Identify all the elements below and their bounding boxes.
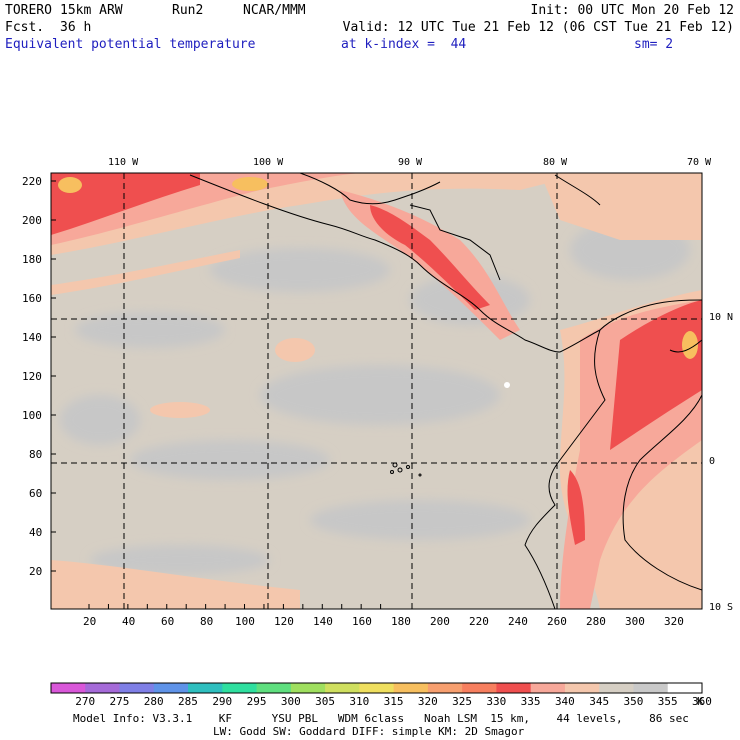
plot-frame (50, 172, 703, 610)
model-resolution: 15km ARW (60, 3, 123, 18)
y-tick-label: 220 (22, 175, 42, 188)
colorbar-label: 270 (75, 695, 96, 708)
y-tick-label: 180 (22, 253, 42, 266)
colorbar-label: 300 (280, 695, 301, 708)
x-tick-label: 200 (430, 615, 450, 628)
x-tick-marks (88, 604, 382, 609)
orange-specks (58, 177, 698, 359)
model-run: Run2 (172, 3, 204, 18)
x-tick-label: 320 (664, 615, 684, 628)
lat-label: 10 N (709, 312, 734, 323)
model-org: NCAR/MMM (243, 3, 306, 18)
colorbar-label: 325 (452, 695, 473, 708)
y-tick-label: 80 (29, 448, 43, 461)
red-areas (51, 173, 702, 545)
colorbar-label: 280 (143, 695, 164, 708)
x-tick-label: 280 (586, 615, 606, 628)
lat-label: 10 S (709, 602, 734, 613)
physics-info: LW: Godd SW: Goddard DIFF: simple KM: 2D… (213, 725, 525, 738)
x-tick-label: 220 (469, 615, 489, 628)
colorbar-label: 330 (486, 695, 507, 708)
model-info: Model Info: V3.3.1 KF YSU PBL WDM 6class… (73, 712, 689, 725)
x-tick-label: 100 (235, 615, 255, 628)
field-level: at k-index = 44 (341, 37, 467, 52)
colorbar-label: 320 (417, 695, 438, 708)
y-tick-marks (51, 180, 56, 572)
forecast-hour: 36 h (60, 20, 92, 35)
field-name: Equivalent potential temperature (5, 37, 256, 52)
colorbar-label: 305 (315, 695, 335, 708)
x-tick-label: 300 (625, 615, 645, 628)
x-tick-label: 140 (313, 615, 333, 628)
lon-label: 80 W (543, 157, 568, 168)
lon-label: 70 W (687, 157, 712, 168)
white-speck (504, 382, 510, 388)
x-tick-label: 180 (391, 615, 411, 628)
colorbar-label: 290 (212, 695, 233, 708)
x-tick-label: 240 (508, 615, 528, 628)
lon-label: 110 W (108, 157, 139, 168)
colorbar-label: 345 (589, 695, 610, 708)
colorbar-label: 295 (246, 695, 267, 708)
colorbar-label: 355 (657, 695, 678, 708)
y-tick-label: 20 (29, 565, 43, 578)
y-tick-label: 140 (22, 331, 42, 344)
smoothing: sm= 2 (634, 37, 674, 52)
x-tick-label: 260 (547, 615, 567, 628)
y-tick-label: 200 (22, 214, 42, 227)
coastlines (189, 173, 702, 609)
lon-label: 100 W (253, 157, 284, 168)
x-tick-label: 80 (200, 615, 214, 628)
forecast-label: Fcst. (5, 20, 45, 35)
colorbar-label: 335 (520, 695, 541, 708)
valid-time: Valid: 12 UTC Tue 21 Feb 12 (06 CST Tue … (342, 20, 734, 35)
y-tick-label: 160 (22, 292, 42, 305)
model-name: TORERO (5, 3, 52, 18)
colorbar-label: 285 (178, 695, 198, 708)
y-tick-label: 40 (29, 526, 43, 539)
colorbar-label: 360 (692, 695, 712, 708)
colorbar-unit: K (697, 695, 704, 708)
colorbar-label: 275 (109, 695, 130, 708)
lon-label: 90 W (398, 157, 423, 168)
colorbar-label: 310 (349, 695, 370, 708)
colorbar-label: 350 (623, 695, 644, 708)
x-tick-label: 60 (161, 615, 175, 628)
colorbar-label: 315 (383, 695, 404, 708)
x-tick-label: 120 (274, 615, 294, 628)
lat-lon-grid (51, 173, 702, 609)
lat-label: 0 (709, 456, 716, 467)
x-tick-label: 160 (352, 615, 372, 628)
y-tick-label: 120 (22, 370, 42, 383)
x-tick-label: 40 (122, 615, 136, 628)
x-tick-label: 20 (83, 615, 97, 628)
y-tick-label: 60 (29, 487, 43, 500)
colorbar-label: 340 (554, 695, 575, 708)
y-tick-label: 100 (22, 409, 42, 422)
init-time: Init: 00 UTC Mon 20 Feb 12 (530, 3, 735, 18)
